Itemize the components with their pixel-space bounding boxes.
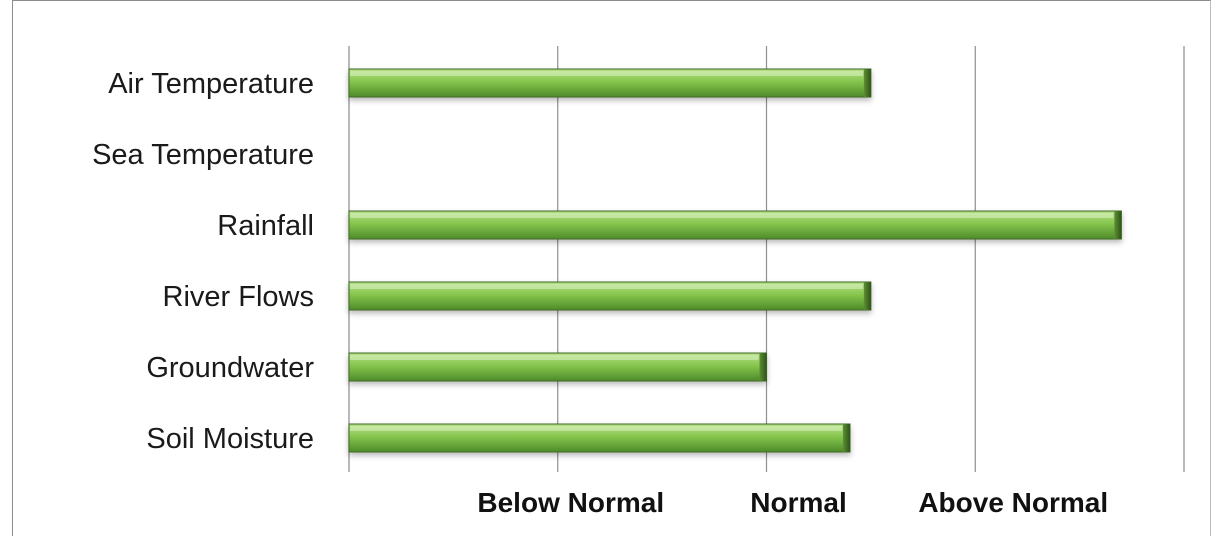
bar-groundwater [348,352,767,382]
category-label-sea-temperature: Sea Temperature [92,139,314,171]
x-tick-labels: Below Normal Normal Above Normal [477,487,1108,518]
category-label-groundwater: Groundwater [146,352,314,384]
bars [348,68,1122,453]
bar-rainfall [348,210,1122,240]
gridlines [348,46,1185,472]
category-label-air-temperature: Air Temperature [108,68,314,100]
bar-soil-moisture [348,423,851,453]
bar-river-flows [348,281,872,311]
tick-label-normal: Normal [750,487,846,518]
category-label-rainfall: Rainfall [217,210,314,242]
tick-label-below-normal: Below Normal [477,487,664,518]
category-label-soil-moisture: Soil Moisture [146,423,314,455]
bar-air-temperature [348,68,872,98]
tick-label-above-normal: Above Normal [918,487,1108,518]
category-label-river-flows: River Flows [163,281,314,313]
category-labels: Air Temperature Sea Temperature Rainfall Ri… [92,68,314,455]
